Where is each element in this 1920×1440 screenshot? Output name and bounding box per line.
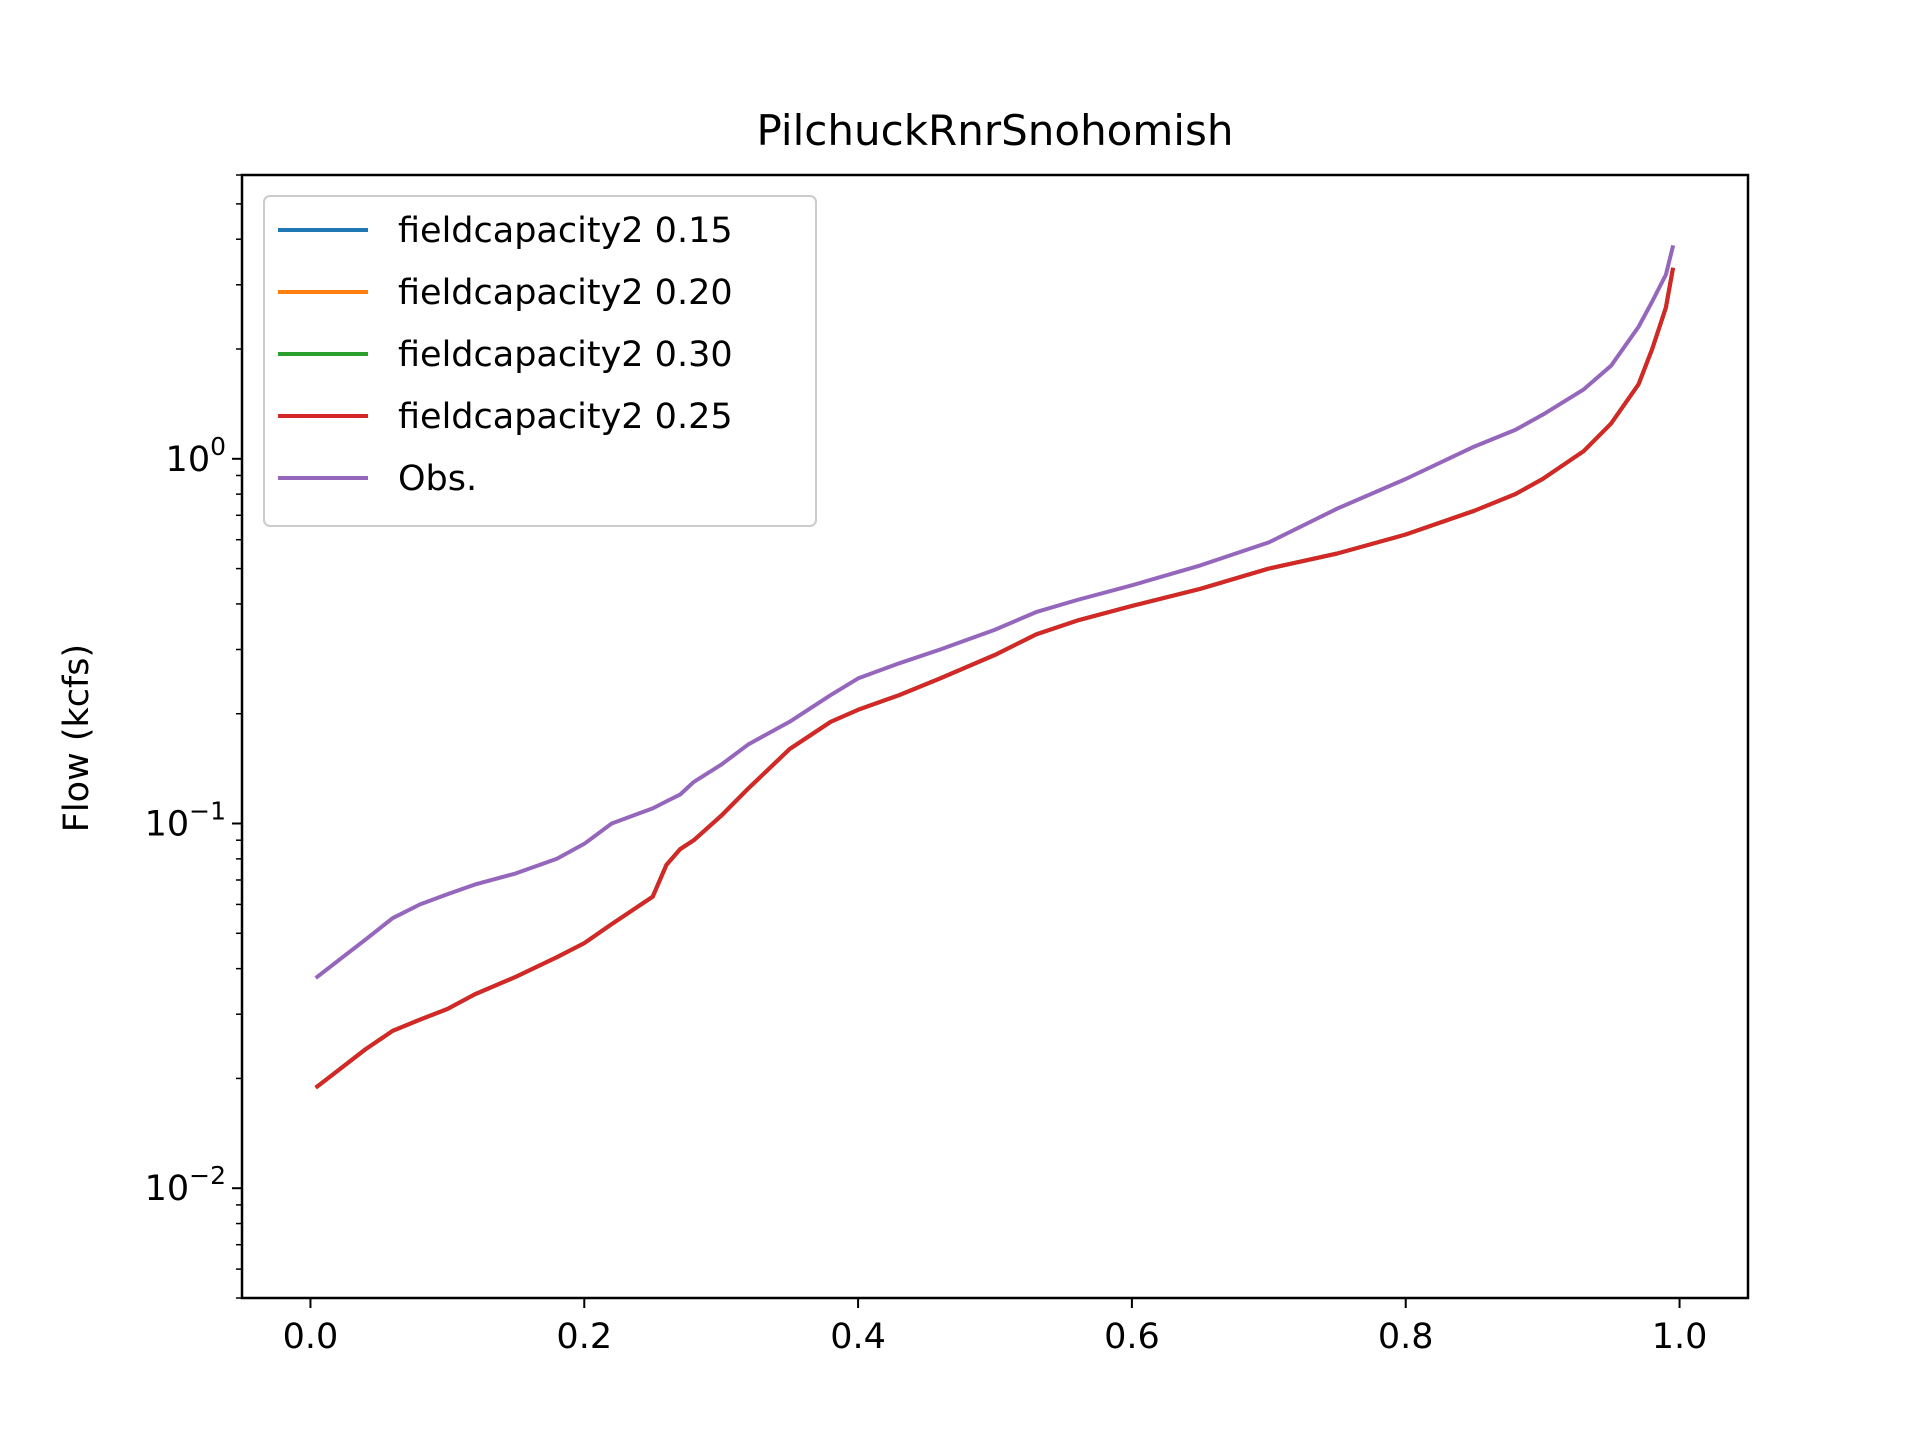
y-tick-base: 10: [166, 440, 211, 480]
x-axis-ticks: 0.0 0.2 0.4 0.6 0.8 1.0: [283, 1298, 1708, 1357]
legend-entry-label: fieldcapacity2 0.20: [398, 273, 733, 313]
y-tick-base: 10: [145, 805, 190, 845]
x-tick-label: 0.6: [1104, 1317, 1160, 1357]
y-tick-base: 10: [145, 1169, 190, 1209]
plot-frame: [240, 173, 1750, 1300]
chart-title: PilchuckRnrSnohomish: [757, 106, 1234, 155]
legend-box: [263, 195, 817, 527]
x-tick-label: 1.0: [1652, 1317, 1708, 1357]
x-tick-label: 0.0: [283, 1317, 339, 1357]
y-tick-label: 100: [166, 432, 226, 480]
y-tick-exponent: −1: [189, 797, 226, 826]
legend-entry-label: fieldcapacity2 0.30: [398, 335, 733, 375]
y-tick-label: 10−1: [145, 797, 226, 845]
x-tick-label: 0.8: [1378, 1317, 1434, 1357]
series-line: [314, 267, 1676, 1090]
y-axis-label: Flow (kcfs): [57, 644, 97, 832]
y-tick-exponent: 0: [210, 432, 226, 461]
legend-entry-label: fieldcapacity2 0.25: [398, 397, 733, 437]
series-lines: [314, 244, 1676, 1090]
legend-entry-label: Obs.: [398, 459, 477, 499]
legend-entry-label: fieldcapacity2 0.15: [398, 211, 733, 251]
y-tick-exponent: −2: [189, 1161, 226, 1190]
series-line: [314, 244, 1676, 980]
x-tick-label: 0.2: [556, 1317, 612, 1357]
x-tick-label: 0.4: [830, 1317, 886, 1357]
legend: fieldcapacity2 0.15 fieldcapacity2 0.20 fi…: [263, 195, 817, 527]
y-tick-label: 10−2: [145, 1161, 226, 1209]
